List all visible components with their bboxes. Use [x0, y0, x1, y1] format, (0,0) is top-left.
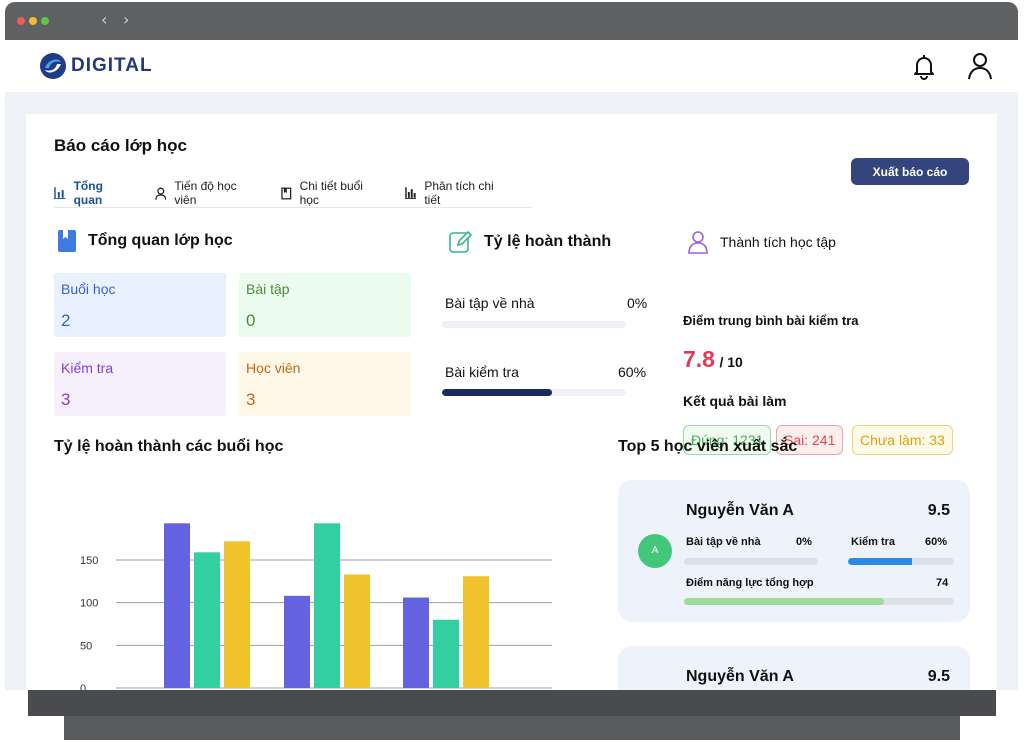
stat-value: 2 [61, 311, 71, 330]
y-tick-label: 150 [80, 555, 98, 567]
homework-progress-bar [442, 321, 626, 328]
homework-label: Bài tập về nhà [445, 295, 535, 311]
avg-score-value: 7.8 [683, 346, 715, 372]
tab-student-progress[interactable]: Tiến độ học viên [155, 179, 259, 207]
stat-assignments: Bài tập 0 [239, 273, 411, 337]
ability-bar [684, 598, 954, 605]
stat-tests: Kiểm tra 3 [54, 352, 226, 416]
stat-label: Kiểm tra [61, 360, 114, 376]
homework-label: Bài tập về nhà [686, 536, 761, 548]
brand-name: DIGITAL [71, 55, 153, 76]
completion-title: Tỷ lệ hoàn thành [484, 233, 612, 250]
tab-detailed-analysis[interactable]: Phân tích chi tiết [404, 179, 510, 207]
page-title: Báo cáo lớp học [54, 136, 187, 155]
test-percent: 60% [618, 364, 647, 380]
chart-bar[interactable] [344, 574, 370, 688]
stat-sessions: Buổi học 2 [54, 273, 226, 337]
overview-heading: Tổng quan lớp học [58, 230, 233, 252]
minimize-window-dot[interactable] [29, 17, 37, 25]
browser-chrome: ‹ › [5, 2, 1018, 40]
tab-session-details[interactable]: Chi tiết buổi học [281, 179, 383, 207]
student-score: 9.5 [927, 502, 950, 519]
tab-label: Tổng quan [73, 179, 103, 207]
student-score: 9.5 [927, 668, 950, 685]
chart-bar[interactable] [164, 523, 190, 688]
laptop-stand [64, 716, 960, 740]
stat-value: 0 [246, 311, 256, 330]
correct-chip: Đúng: 1231 [683, 425, 772, 455]
avg-score-label: Điểm trung bình bài kiểm tra [683, 313, 859, 328]
chart-bar[interactable] [314, 523, 340, 688]
ability-label: Điểm năng lực tổng hợp [686, 577, 814, 589]
y-tick-label: 50 [80, 640, 92, 652]
homework-percent: 0% [796, 536, 812, 548]
sessions-bar-chart: 0 50 100 150 [80, 523, 552, 690]
not-done-chip: Chưa làm: 33 [852, 425, 953, 455]
bar-chart-icon [54, 187, 66, 199]
logo-icon [40, 53, 66, 79]
stat-label: Buổi học [61, 281, 116, 297]
stat-label: Học viên [246, 360, 301, 376]
stat-value: 3 [246, 390, 256, 409]
test-percent: 60% [925, 536, 948, 548]
ability-value: 74 [936, 577, 949, 589]
stat-students: Học viên 3 [239, 352, 411, 416]
homework-bar [684, 558, 818, 565]
app-screen: DIGITAL Báo cáo lớp học Xuất báo cáo Tổn… [5, 40, 1018, 690]
laptop-base [28, 690, 996, 716]
result-label: Kết quả bài làm [683, 393, 787, 409]
avg-score: 7.8 / 10 [683, 346, 743, 373]
user-icon [155, 187, 167, 200]
wrong-chip: Sai: 241 [776, 425, 844, 455]
completion-heading: Tỷ lệ hoàn thành [448, 230, 611, 254]
chart-bar[interactable] [284, 595, 310, 688]
test-label: Bài kiểm tra [445, 364, 519, 380]
chart-bar[interactable] [194, 552, 220, 688]
chart-bar[interactable] [403, 597, 429, 688]
tab-label: Chi tiết buổi học [299, 179, 363, 207]
tab-label: Phân tích chi tiết [424, 179, 494, 207]
stat-label: Bài tập [246, 281, 290, 297]
sessions-chart-title: Tỷ lệ hoàn thành các buổi học [54, 438, 284, 455]
test-label: Kiểm tra [851, 536, 896, 548]
tab-overview[interactable]: Tổng quan [54, 179, 133, 207]
chart-bar[interactable] [463, 576, 489, 688]
export-report-button[interactable]: Xuất báo cáo [851, 158, 969, 185]
brand-logo[interactable]: DIGITAL [39, 52, 153, 80]
close-window-dot[interactable] [17, 17, 25, 25]
user-profile-icon[interactable] [964, 50, 996, 82]
overview-title: Tổng quan lớp học [88, 232, 233, 249]
chart-icon [404, 187, 417, 199]
stat-value: 3 [61, 390, 71, 409]
chart-bar[interactable] [433, 619, 459, 688]
tab-label: Tiến độ học viên [174, 179, 237, 207]
homework-percent: 0% [627, 295, 648, 311]
y-tick-label: 100 [80, 598, 98, 610]
achievement-title: Thành tích học tập [720, 234, 836, 250]
test-progress-bar [442, 389, 626, 396]
student-name: Nguyễn Văn A [686, 502, 794, 519]
bell-icon[interactable] [908, 50, 940, 82]
top-bar: DIGITAL [5, 40, 1018, 92]
student-name: Nguyễn Văn A [686, 668, 794, 685]
chart-bar[interactable] [224, 541, 250, 688]
maximize-window-dot[interactable] [41, 17, 49, 25]
report-card: Báo cáo lớp học Xuất báo cáo Tổng quan T… [26, 114, 997, 690]
back-arrow-icon[interactable]: ‹ [101, 10, 108, 29]
book-icon [58, 230, 76, 252]
avatar: A [638, 534, 672, 568]
forward-arrow-icon[interactable]: › [123, 10, 130, 29]
user-icon [688, 231, 708, 254]
tab-bar: Tổng quan Tiến độ học viên Chi tiết buổi… [54, 179, 532, 208]
avg-score-max: / 10 [719, 354, 743, 370]
edit-icon [449, 230, 472, 253]
y-tick-label: 0 [80, 683, 86, 690]
bookmark-icon [281, 187, 292, 199]
student-card[interactable]: A Nguyễn Văn A 9.5 Bài tập về nhà 0% Kiể… [618, 480, 970, 622]
student-card[interactable]: Nguyễn Văn A 9.5 [618, 646, 970, 690]
top-students-title: Top 5 học viên xuất sắc [618, 438, 798, 455]
test-bar [848, 558, 954, 565]
achievement-heading: Thành tích học tập [688, 230, 836, 254]
